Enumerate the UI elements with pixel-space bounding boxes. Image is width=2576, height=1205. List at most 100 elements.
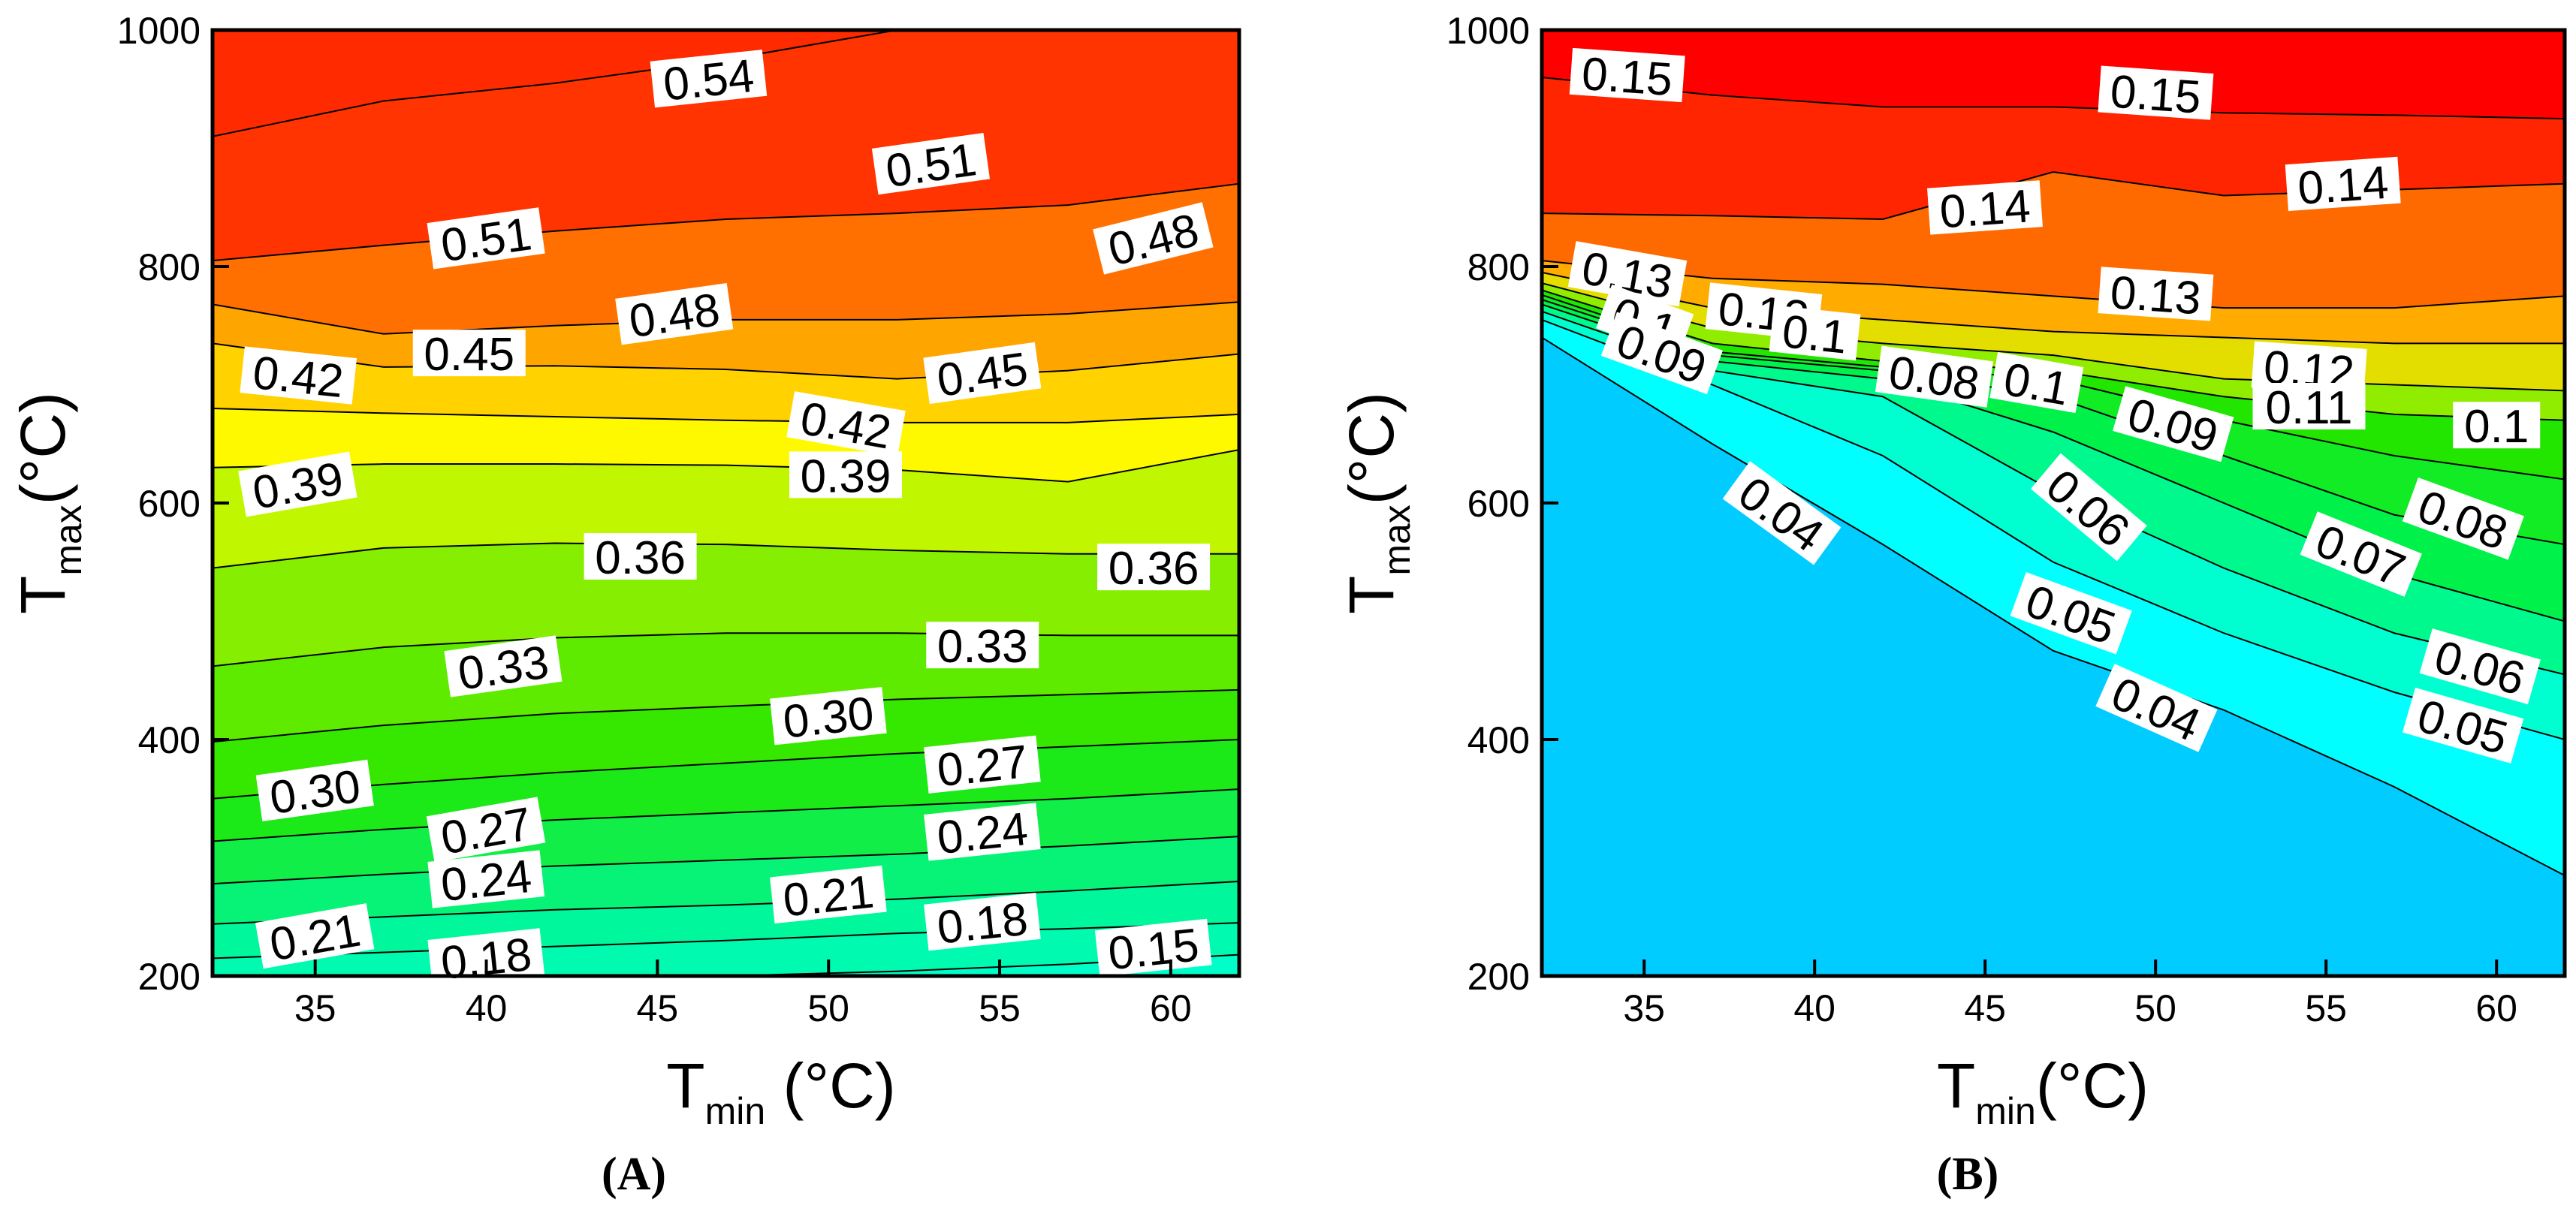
contour-line-0.15 [671,953,1239,976]
contour-label-text: 0.48 [626,284,723,348]
contour-label-bg [924,803,1041,861]
contour-label-bg [2098,65,2214,120]
contour-label-bg [2252,383,2366,429]
panel-b-ticks: 35 40 45 50 55 60 200 400 600 800 1000 [1446,10,2517,1029]
x-tick-label: 60 [2475,987,2517,1029]
x-tick-label: 40 [466,987,508,1029]
contour-line-0.54 [213,182,1239,262]
contour-label: 0.24 [924,803,1041,864]
contour-line-0.45 [213,408,1239,423]
contour-label-text: 0.18 [935,893,1030,954]
contour-label: 0.24 [427,850,545,911]
contour-label-bg [240,346,357,405]
contour-label-text: 0.54 [661,50,756,111]
contour-label-bg [1722,461,1842,565]
contour-label: 0.51 [427,207,545,272]
contour-line-0.155 [1542,77,2565,120]
y-tick-label: 400 [138,719,201,761]
y-tick-label: 200 [1467,956,1530,998]
contour-line-0.055 [1542,318,2565,740]
contour-label: 0.45 [412,329,526,381]
contour-label-text: 0.33 [937,621,1028,673]
contour-label-bg [584,533,697,580]
y-tick-label: 600 [138,483,201,525]
contour-label-bg [444,635,563,697]
x-tick-label: 60 [1150,987,1192,1029]
contour-label-text: 0.30 [267,761,363,824]
contour-label: 0.42 [240,346,357,408]
x-tick-label: 50 [807,987,849,1029]
contour-label-text: 0.33 [455,636,552,700]
x-tick-label: 45 [637,987,679,1029]
contour-label: 0.1 [1989,351,2084,416]
contour-label-text: 0.18 [439,929,534,990]
contour-label: 0.39 [789,450,902,502]
contour-label: 0.15 [1569,47,1685,106]
contour-label: 0.51 [871,133,991,197]
contour-label-bg [255,759,374,822]
contour-label-bg [1097,544,1211,591]
x-tick-label: 55 [2305,987,2347,1029]
y-tick-label: 400 [1467,719,1530,761]
x-tick-label: 35 [1623,987,1665,1029]
x-tick-label: 35 [294,987,336,1029]
contour-label: 0.45 [923,342,1042,407]
x-tick-label: 40 [1793,987,1835,1029]
contour-label-bg [427,928,545,987]
contour-label-bg [650,50,768,108]
contour-label-text: 0.14 [2296,157,2390,215]
panel-a-contour-labels: 0.540.510.51 0.480.480.45 0.450.420.420.39… [238,50,1214,990]
x-tick-label: 55 [979,987,1021,1029]
contour-label-bg [426,797,546,863]
contour-label-bg [2419,628,2541,705]
contour-label: 0.1 [1769,305,1861,364]
contour-label-bg [2285,156,2401,212]
contour-label-bg [2402,687,2524,764]
contour-label-bg [1875,345,1994,408]
contour-label-bg [615,283,734,345]
contour-label: 0.33 [444,635,563,700]
contour-line-0.21 [213,881,1239,925]
contour-label: 0.30 [770,686,887,749]
contour-line-0.135 [1542,260,2565,309]
contour-label: 0.48 [615,283,734,348]
contour-label-bg [2300,511,2422,597]
contour-label-bg [770,865,887,924]
contour-line-0.42 [213,449,1239,483]
contour-label-bg [238,451,357,517]
contour-label-text: 0.21 [781,866,876,926]
contour-line-0.045 [1542,336,2565,877]
contour-label-bg [2010,572,2132,655]
contour-label-bg [789,451,902,499]
contour-label-bg [2402,477,2524,560]
contour-label-text: 0.42 [250,347,345,408]
panel-a-y-axis-label: Tmax(°C) [8,392,89,614]
contour-line-0.27 [213,788,1239,842]
contour-label-bg [2030,453,2147,562]
contour-label-bg [427,207,545,270]
contour-label-bg [1600,312,1724,395]
contour-label-bg [2113,386,2234,462]
contour-label-bg [2251,341,2367,396]
contour-label-bg [255,903,375,969]
contour-label-text: 0.45 [424,329,514,381]
contour-label-text: 0.45 [934,343,1031,407]
contour-label-text: 0.15 [1580,48,1674,106]
contour-label-bg [1567,241,1688,307]
y-tick-label: 200 [138,956,201,998]
panel-a-caption: (A) [602,1149,666,1200]
panel-b-contour-labels: 0.15 0.150.14 0.140.13 0.130.120.11 0.10.10.… [1567,47,2541,765]
contour-line-0.39 [213,542,1239,569]
contour-label-text: 0.1 [2000,354,2073,416]
contour-label-text: 0.39 [801,450,891,502]
contour-label: 0.15 [1094,918,1212,980]
contour-line-0.3 [213,739,1239,800]
band-above-0.155 [1542,30,2565,119]
contour-label-text: 0.24 [439,851,534,911]
x-tick-label: 50 [2134,987,2176,1029]
contour-label-bg [427,850,545,908]
contour-label-text: 0.1 [2464,401,2529,453]
contour-label: 0.14 [1927,180,2043,239]
contour-label: 0.04 [1722,461,1842,565]
